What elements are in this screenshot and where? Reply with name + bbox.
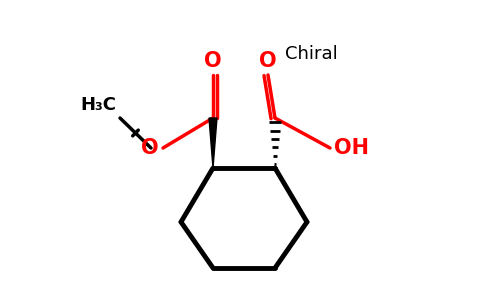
Text: O: O bbox=[259, 51, 277, 71]
Polygon shape bbox=[209, 118, 217, 168]
Text: H₃C: H₃C bbox=[80, 96, 116, 114]
Text: OH: OH bbox=[334, 138, 369, 158]
Text: O: O bbox=[204, 51, 222, 71]
Text: Chiral: Chiral bbox=[285, 45, 338, 63]
Text: O: O bbox=[141, 138, 159, 158]
